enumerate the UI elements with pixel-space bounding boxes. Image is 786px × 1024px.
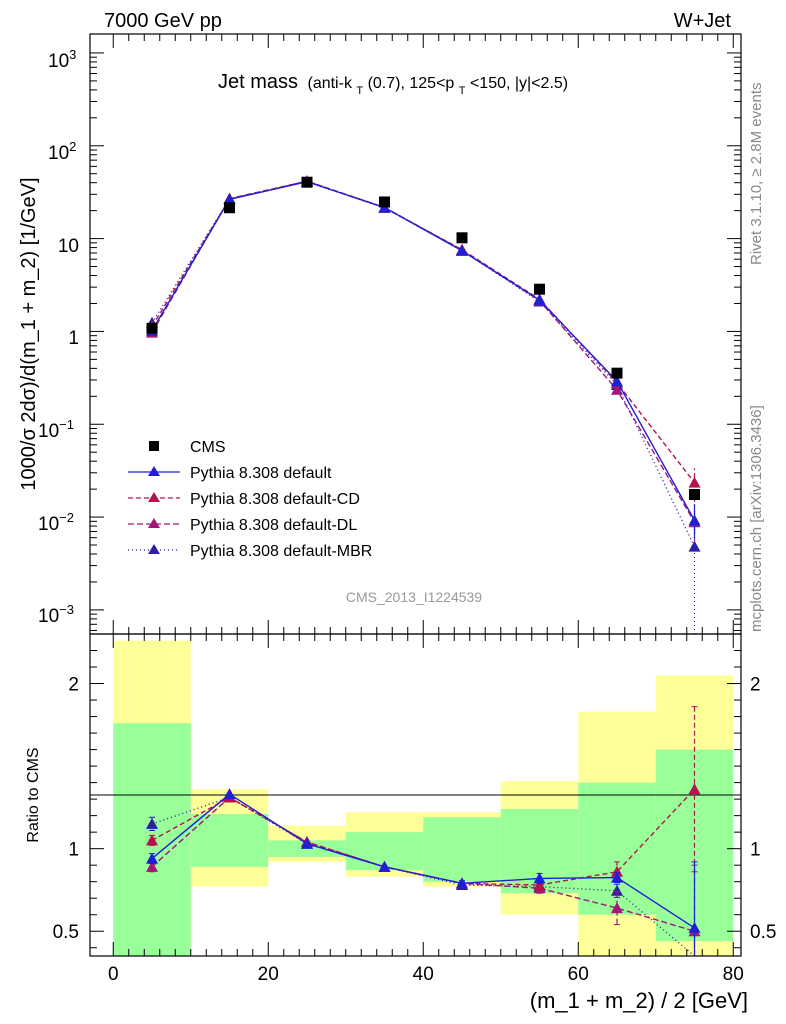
main-series-line-1 [151, 180, 696, 521]
header-right: W+Jet [674, 10, 732, 32]
main-point-cms [534, 283, 545, 295]
ratio-point-series-0 [301, 837, 313, 849]
ratio-frame [89, 633, 742, 957]
ratio-point-series-0 [223, 788, 236, 800]
main-series-group [146, 175, 701, 634]
title-sub-a: T [356, 85, 363, 97]
ratio-series-line-0 [151, 793, 695, 929]
legend-label-default: Pythia 8.308 default [190, 465, 332, 482]
ratio-series-line-2 [151, 796, 695, 932]
main-point-series-4 [688, 540, 701, 552]
ytick-label-1e3: 103 [48, 47, 76, 72]
legend-label-cd: Pythia 8.308 default-CD [190, 491, 360, 508]
main-point-cms [611, 367, 623, 379]
ratio-point-series-2 [611, 902, 623, 914]
main-point-series-1 [456, 244, 468, 256]
ratio-point-series-1 [146, 834, 158, 846]
legend-label-cms: CMS [190, 439, 226, 456]
main-x-ticks [112, 34, 734, 634]
main-point-cms [224, 202, 235, 214]
legend-marker-cms [149, 441, 159, 451]
main-y-axis-label: 1000/σ 2dσ)/d(m_1 + m_2) [1/GeV] [18, 177, 40, 490]
legend-marker-cd [148, 492, 160, 502]
main-y-ticks [90, 52, 741, 631]
ytick-label-10: 10 [58, 236, 79, 257]
ratio-band-green [423, 817, 501, 882]
ratio-y-tick-label-right: 0.5 [750, 922, 776, 943]
ratio-point-series-3 [146, 817, 158, 829]
ratio-point-series-1 [688, 783, 701, 795]
x-axis-label: (m_1 + m_2) / 2 [GeV] [530, 988, 748, 1013]
x-tick-label: 0 [108, 964, 119, 985]
x-tick-label: 20 [258, 964, 279, 985]
main-plot-area [90, 34, 741, 634]
main-point-cms [689, 489, 700, 501]
ratio-y-tick-label-left: 1 [68, 840, 79, 861]
main-point-series-1 [223, 193, 236, 205]
side-text-rivet: Rivet 3.1.10, ≥ 2.8M events [748, 83, 765, 266]
main-point-series-1 [533, 294, 546, 306]
main-y-tick-labels: 103 102 10 1 10−1 10−2 10−3 [38, 47, 79, 627]
main-point-cms [456, 232, 468, 244]
main-panel: Jet mass (anti-k T (0.7), 125<p T <150, … [18, 33, 742, 635]
legend-marker-default [148, 466, 160, 476]
main-point-series-1 [611, 375, 623, 387]
legend-label-dl: Pythia 8.308 default-DL [190, 517, 357, 534]
side-text-mcplots: mcplots.cern.ch [arXiv:1306.3436] [748, 405, 765, 632]
ytick-label-1: 1 [68, 328, 79, 349]
ratio-point-series-0 [378, 860, 391, 872]
ratio-y-axis-label: Ratio to CMS [25, 747, 42, 842]
title-part-c: <150, |y|<2.5) [470, 75, 568, 92]
title-part-b: (0.7), 125<p [368, 75, 455, 92]
legend-marker-mbr [148, 544, 160, 554]
ratio-point-series-0 [456, 877, 468, 889]
ytick-label-1e-1: 10−1 [38, 417, 74, 442]
ratio-point-series-2 [146, 860, 158, 872]
ratio-point-series-0 [533, 872, 546, 884]
ytick-label-1e2: 102 [48, 139, 76, 164]
ratio-point-series-0 [688, 921, 701, 933]
ratio-point-series-1 [611, 865, 623, 877]
main-point-series-1 [688, 514, 701, 526]
ratio-y-tick-label-left: 2 [68, 675, 79, 696]
header-left: 7000 GeV pp [104, 10, 222, 32]
legend-label-mbr: Pythia 8.308 default-MBR [190, 543, 372, 560]
ratio-point-series-1 [533, 878, 546, 890]
ratio-point-series-0 [146, 852, 158, 864]
title-sub-b: T [459, 85, 466, 97]
title-part-a: (anti-k [307, 75, 352, 92]
ratio-series-group [146, 706, 701, 957]
ratio-panel: 0.5 0.51 12 20 20 40 60 80 Ratio to CMS (m_1 + … [25, 633, 776, 1013]
main-title: Jet mass (anti-k T (0.7), 125<p T <150, … [218, 71, 568, 98]
ratio-band-green [190, 813, 269, 867]
legend: CMS Pythia 8.308 default Pythia 8.308 de… [128, 439, 372, 560]
ratio-point-series-0 [611, 871, 623, 883]
main-point-cms [379, 196, 390, 208]
ratio-y-tick-label-left: 0.5 [53, 922, 79, 943]
main-point-cms [146, 322, 158, 334]
main-point-cms [301, 176, 313, 188]
ratio-y-tick-label-right: 1 [750, 840, 761, 861]
ratio-bands [113, 640, 734, 956]
ytick-label-1e-3: 10−3 [38, 602, 74, 627]
x-tick-label: 80 [723, 964, 744, 985]
x-tick-label: 40 [413, 964, 434, 985]
ytick-label-1e-2: 10−2 [38, 510, 74, 535]
legend-marker-dl [148, 518, 160, 528]
ratio-point-series-3 [611, 884, 623, 896]
ratio-ticks: 0.5 0.51 12 20 20 40 60 80 [53, 634, 776, 985]
title-main: Jet mass [218, 71, 298, 93]
main-point-series-3 [611, 383, 623, 395]
x-tick-label: 60 [568, 964, 589, 985]
watermark: CMS_2013_I1224539 [346, 589, 482, 605]
ratio-y-tick-label-right: 2 [750, 675, 761, 696]
main-point-series-2 [688, 476, 701, 488]
